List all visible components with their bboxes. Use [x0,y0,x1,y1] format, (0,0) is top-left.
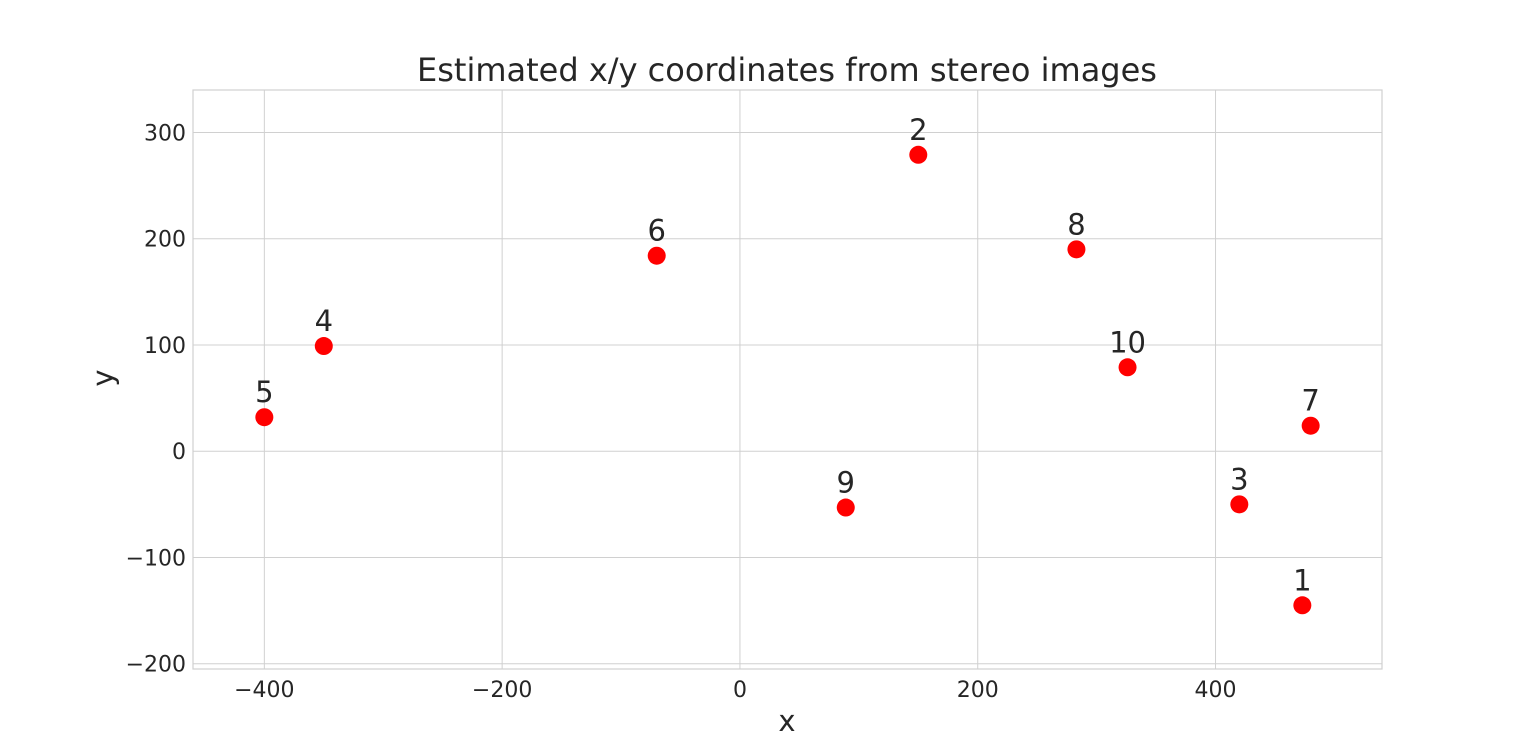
point-labels: 1 2 3 4 5 6 7 8 9 10 [255,113,1320,597]
data-point-2 [909,145,928,164]
data-points [255,145,1320,615]
data-point-label-10: 10 [1109,325,1146,359]
y-tick-label: 200 [144,228,186,253]
data-point-label-1: 1 [1293,563,1311,597]
y-tick-label: 300 [144,121,186,146]
data-point-label-2: 2 [909,113,927,147]
data-point-label-4: 4 [315,304,333,338]
data-point-5 [255,408,274,427]
data-point-10 [1118,358,1137,377]
data-point-label-8: 8 [1067,207,1085,241]
x-tick-label: −200 [472,678,532,703]
data-point-label-7: 7 [1301,384,1319,418]
x-tick-label: 400 [1195,678,1237,703]
plot-area-frame [192,89,1383,670]
data-point-label-9: 9 [837,466,855,500]
y-tick-label: −100 [126,546,186,571]
data-point-7 [1301,416,1320,435]
chart-title: Estimated x/y coordinates from stereo im… [417,51,1157,89]
data-point-3 [1230,495,1249,514]
data-point-8 [1067,240,1086,259]
data-point-6 [647,246,666,265]
x-tick-label: 0 [733,678,747,703]
y-axis-label: y [86,369,120,386]
data-point-label-6: 6 [647,214,665,248]
y-tick-label: 0 [172,440,186,465]
grid-lines [193,90,1382,669]
data-point-4 [314,337,333,356]
x-tick-labels: −400 −200 0 200 400 [234,678,1236,703]
x-tick-label: 200 [957,678,999,703]
x-tick-label: −400 [234,678,294,703]
data-point-1 [1293,596,1312,615]
x-axis-label: x [778,704,795,738]
data-point-9 [836,498,855,517]
data-point-label-3: 3 [1230,462,1248,496]
y-tick-label: −200 [126,653,186,678]
y-tick-label: 100 [144,334,186,359]
data-point-label-5: 5 [255,375,273,409]
y-tick-labels: −200 −100 0 100 200 300 [126,121,186,677]
